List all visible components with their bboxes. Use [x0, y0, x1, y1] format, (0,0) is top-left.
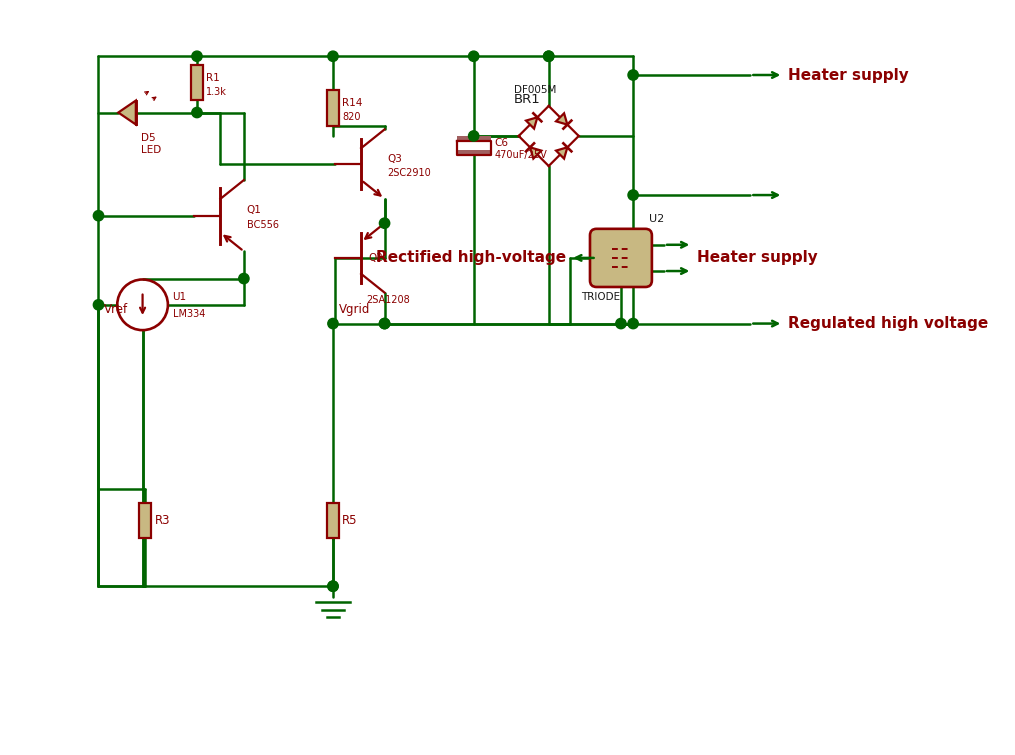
FancyBboxPatch shape: [327, 503, 339, 538]
Circle shape: [469, 51, 479, 61]
Circle shape: [380, 319, 390, 328]
Text: Vgrid: Vgrid: [339, 303, 370, 316]
Circle shape: [628, 319, 638, 328]
Circle shape: [93, 211, 104, 221]
FancyBboxPatch shape: [327, 90, 339, 125]
Circle shape: [380, 319, 390, 328]
Text: C6: C6: [494, 138, 509, 149]
Circle shape: [616, 319, 626, 328]
FancyBboxPatch shape: [457, 149, 490, 155]
Text: BR1: BR1: [514, 93, 541, 106]
FancyBboxPatch shape: [457, 136, 490, 141]
Text: 470uF/25V: 470uF/25V: [494, 149, 547, 160]
Circle shape: [628, 190, 638, 200]
Circle shape: [328, 51, 338, 61]
Text: Heater supply: Heater supply: [788, 67, 908, 82]
Text: U1: U1: [173, 292, 187, 302]
Circle shape: [469, 131, 479, 141]
Text: Regulated high voltage: Regulated high voltage: [788, 316, 989, 331]
Text: Heater supply: Heater supply: [697, 251, 818, 266]
Circle shape: [328, 581, 338, 591]
Text: R5: R5: [342, 514, 358, 527]
Polygon shape: [556, 113, 567, 125]
Text: D5: D5: [140, 133, 155, 143]
FancyBboxPatch shape: [191, 65, 203, 100]
Text: LM334: LM334: [173, 310, 205, 319]
Text: R1: R1: [206, 72, 220, 83]
Text: U2: U2: [649, 214, 665, 223]
Text: Q3: Q3: [388, 155, 402, 165]
Text: 2SA1208: 2SA1208: [365, 295, 410, 305]
Text: Rectified high-voltage: Rectified high-voltage: [377, 251, 566, 266]
Text: LED: LED: [140, 146, 160, 156]
Circle shape: [192, 107, 202, 118]
Text: 1.3k: 1.3k: [206, 87, 227, 97]
Text: 2SC2910: 2SC2910: [388, 168, 431, 178]
FancyBboxPatch shape: [139, 503, 151, 538]
Text: Q1: Q1: [247, 205, 262, 215]
Polygon shape: [556, 147, 567, 159]
Text: Vref: Vref: [105, 303, 128, 316]
Circle shape: [628, 70, 638, 80]
Polygon shape: [530, 147, 541, 159]
Text: DF005M: DF005M: [514, 85, 556, 94]
Text: Q2: Q2: [368, 253, 384, 263]
Polygon shape: [119, 100, 136, 125]
Circle shape: [380, 218, 390, 228]
FancyBboxPatch shape: [590, 229, 652, 287]
Circle shape: [544, 51, 554, 61]
Text: 820: 820: [342, 112, 361, 122]
Text: BC556: BC556: [247, 220, 279, 230]
Text: TRIODE: TRIODE: [581, 292, 620, 302]
Circle shape: [239, 273, 249, 284]
Text: R14: R14: [342, 98, 362, 108]
Circle shape: [93, 300, 104, 310]
Polygon shape: [526, 117, 537, 128]
Circle shape: [544, 51, 554, 61]
Circle shape: [328, 581, 338, 591]
Text: R3: R3: [154, 514, 171, 527]
Circle shape: [328, 319, 338, 328]
Circle shape: [192, 51, 202, 61]
